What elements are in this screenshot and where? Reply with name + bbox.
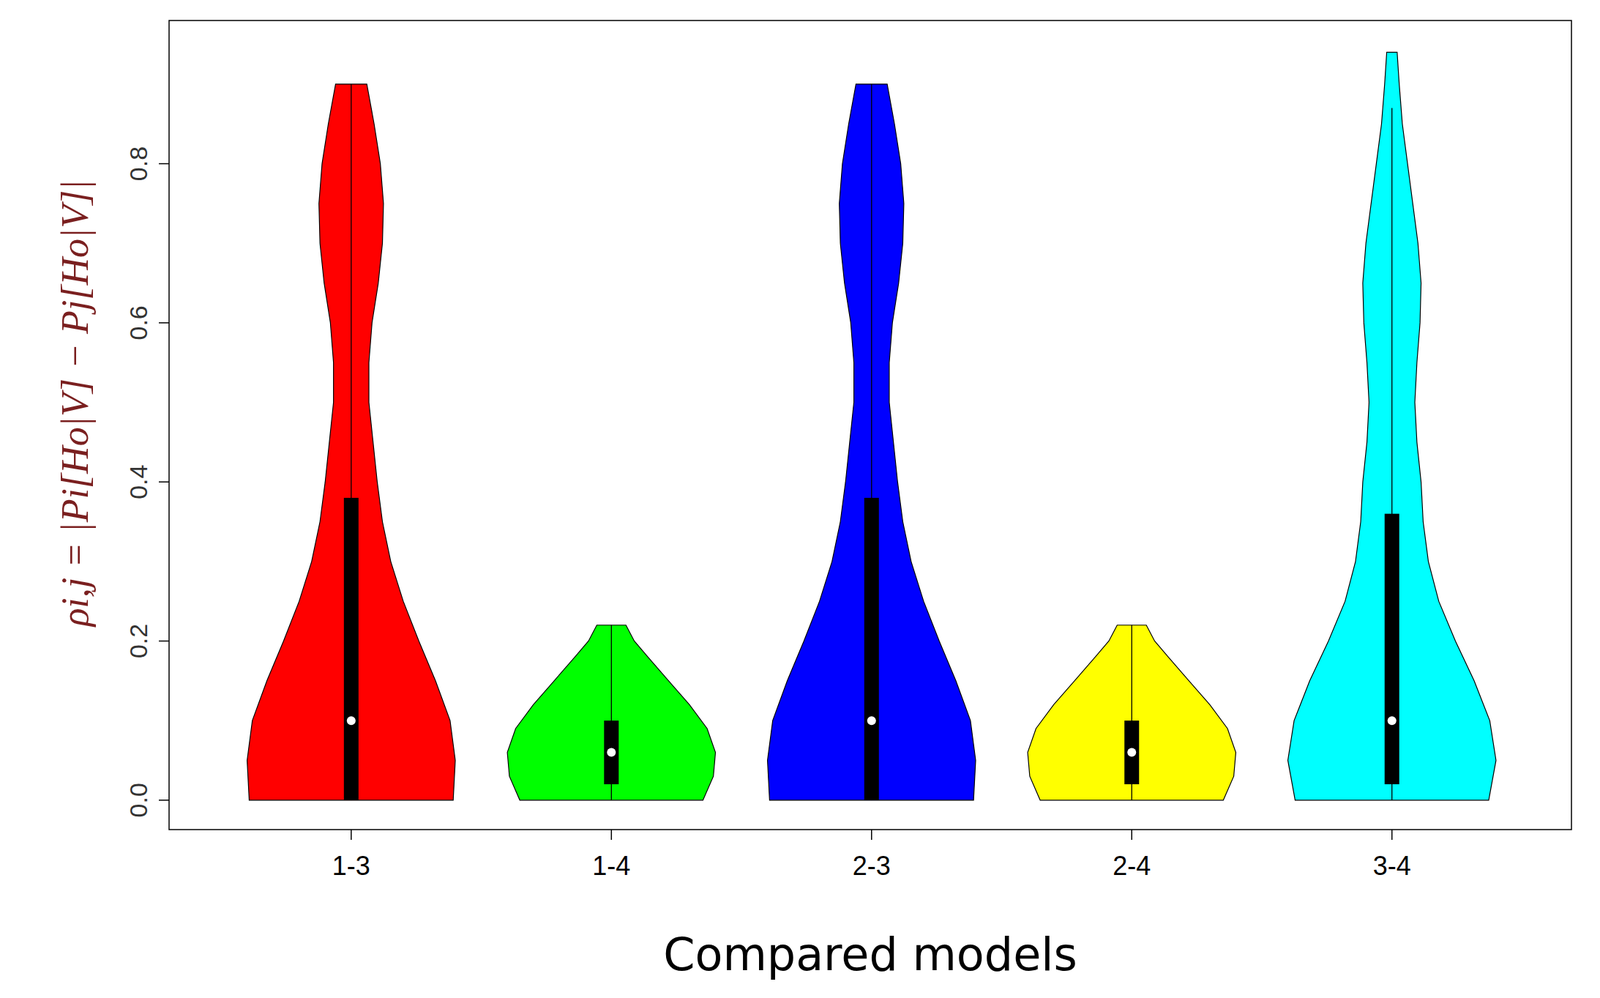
violin: [767, 84, 976, 800]
y-axis-title: ρi,j = |Pi[Ho|V] − Pj[Ho|V]|: [54, 179, 96, 628]
x-tick-label: 1-4: [592, 850, 631, 881]
y-tick-label: 0.4: [124, 464, 153, 500]
median: [867, 715, 877, 725]
y-tick: [158, 163, 170, 165]
box: [344, 497, 359, 800]
marks: [247, 51, 1497, 800]
x-axis-title: Compared models: [663, 927, 1078, 981]
plot-frame: [169, 20, 1572, 830]
x-tick-label: 3-4: [1373, 850, 1412, 881]
x-tick: [870, 829, 873, 840]
box: [603, 720, 619, 784]
median: [346, 715, 356, 725]
x-tick-label: 2-4: [1112, 850, 1151, 881]
box: [1124, 720, 1139, 784]
y-tick-label: 0.0: [124, 782, 153, 817]
violin: [1027, 625, 1236, 800]
median: [1387, 715, 1397, 725]
box: [864, 497, 880, 800]
x-tick: [350, 829, 353, 840]
violin: [247, 84, 456, 800]
x-tick: [1391, 829, 1393, 840]
y-tick: [158, 799, 170, 801]
chart: 1-3 1-4 2-3 2-4 3-4 0.0 0.2 0.4 0.6 0.8 Compared m…: [0, 0, 1600, 998]
box: [1384, 513, 1400, 784]
violin: [1288, 51, 1497, 800]
y-tick: [158, 640, 170, 642]
median: [606, 748, 616, 757]
x-tick: [1131, 829, 1134, 840]
y-tick-label: 0.2: [124, 623, 153, 659]
x-tick-label: 1-3: [332, 850, 371, 881]
violin: [507, 625, 716, 800]
y-tick-label: 0.6: [124, 305, 153, 340]
x-tick: [611, 829, 613, 840]
x-tick-label: 2-3: [852, 850, 891, 881]
median: [1127, 748, 1136, 757]
y-tick: [158, 322, 170, 324]
y-tick-label: 0.8: [124, 146, 153, 181]
y-tick: [158, 480, 170, 483]
